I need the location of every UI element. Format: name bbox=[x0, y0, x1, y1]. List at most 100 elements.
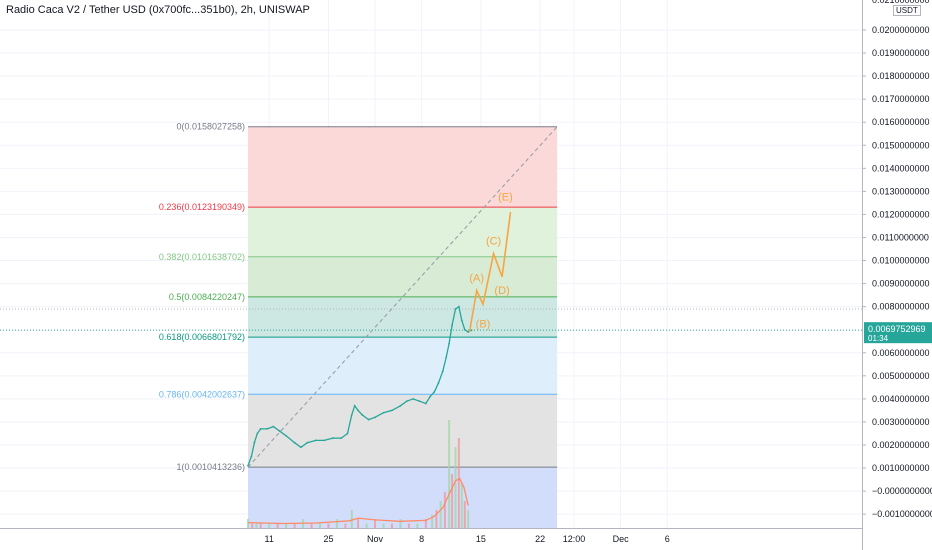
volume-bar-27 bbox=[443, 492, 446, 528]
fib-band-0.618 bbox=[248, 296, 558, 338]
elliott-wave: (A) (B) (C) (D) (E) bbox=[468, 192, 513, 333]
volume-histogram bbox=[247, 420, 470, 528]
price-tick-label-14: 0.0050000000 bbox=[872, 371, 930, 381]
price-tick-label-16: 0.0030000000 bbox=[872, 417, 930, 427]
volume-bar-21 bbox=[407, 523, 410, 528]
volume-bar-24 bbox=[431, 514, 434, 528]
fib-band-0.786 bbox=[248, 337, 558, 395]
time-axis-bg bbox=[0, 528, 862, 550]
price-point-28 bbox=[418, 400, 421, 403]
price-point-22 bbox=[374, 416, 376, 419]
volume-bar-10 bbox=[318, 523, 321, 528]
price-point-10 bbox=[300, 446, 302, 449]
price-point-13 bbox=[323, 439, 326, 442]
volume-bar-26 bbox=[439, 501, 442, 528]
price-tick-label-7: 0.0130000000 bbox=[872, 186, 930, 196]
price-point-6 bbox=[272, 425, 275, 428]
volume-bar-23 bbox=[424, 519, 427, 528]
volume-bar-9 bbox=[310, 523, 313, 528]
volume-bar-30 bbox=[454, 447, 457, 528]
volume-bar-29 bbox=[451, 474, 454, 528]
price-point-34 bbox=[445, 356, 448, 359]
volume-bar-4 bbox=[268, 523, 271, 528]
price-axis: 0.0200000000 0.0190000000 0.0180000000 0.01… bbox=[862, 0, 932, 550]
volume-bar-32 bbox=[460, 483, 463, 528]
price-tick-label-20: −0.0010000000 bbox=[872, 509, 932, 519]
time-tick-label-0: 11 bbox=[265, 534, 274, 544]
volume-bar-0 bbox=[247, 519, 249, 528]
price-point-7 bbox=[278, 430, 281, 433]
price-point-30 bbox=[429, 395, 431, 398]
wave-path bbox=[468, 211, 512, 333]
price-tick-label-0: 0.0200000000 bbox=[872, 25, 930, 35]
time-tick-label-4: 15 bbox=[476, 534, 486, 544]
price-tick-label-17: 0.0020000000 bbox=[872, 440, 930, 450]
price-tick-label-11: 0.0090000000 bbox=[872, 279, 930, 289]
price-tick-label-3: 0.0170000000 bbox=[872, 94, 930, 104]
volume-bar-33 bbox=[463, 501, 466, 528]
price-tick-label-13: 0.0060000000 bbox=[872, 348, 930, 358]
fib-label-0.618: 0.618(0.0066801792) bbox=[159, 332, 245, 342]
price-point-18 bbox=[353, 404, 356, 407]
volume-bar-15 bbox=[357, 519, 360, 528]
volume-bar-19 bbox=[390, 523, 393, 528]
price-point-5 bbox=[266, 427, 268, 430]
time-tick-label-8: 6 bbox=[665, 534, 670, 544]
fib-label-1: 1(0.0010413236) bbox=[176, 462, 245, 472]
price-point-24 bbox=[391, 409, 393, 412]
last-price-tag bbox=[864, 322, 932, 344]
price-series bbox=[247, 305, 473, 467]
price-point-21 bbox=[367, 418, 370, 421]
price-point-37 bbox=[454, 308, 457, 310]
price-tick-label-top: 0.0210000000 bbox=[872, 0, 930, 5]
price-point-9 bbox=[293, 441, 296, 444]
price-point-4 bbox=[259, 427, 262, 430]
fib-label-0.382: 0.382(0.0101638702) bbox=[159, 252, 245, 262]
volume-bar-13 bbox=[344, 523, 347, 528]
price-point-20 bbox=[361, 414, 364, 416]
wave-label-2: (C) bbox=[486, 235, 501, 247]
wave-label-1: (B) bbox=[476, 318, 491, 330]
price-tick-label-6: 0.0140000000 bbox=[872, 163, 930, 173]
price-point-16 bbox=[346, 432, 349, 435]
time-axis: 11 25 Nov 8 15 22 12:00 Dec 6 bbox=[0, 528, 862, 550]
volume-bar-2 bbox=[255, 523, 258, 528]
fibonacci-retracement: 0(0.0158027258) 0.236(0.0123190349) 0.382(… bbox=[0, 122, 862, 528]
time-tick-label-1: 25 bbox=[323, 534, 333, 544]
volume-bar-12 bbox=[335, 519, 338, 528]
volume-bar-17 bbox=[374, 519, 377, 528]
volume-bar-16 bbox=[365, 523, 368, 528]
last-price-countdown: 01:34 bbox=[868, 334, 889, 343]
volume-ma-line bbox=[247, 477, 469, 525]
volume-bar-5 bbox=[276, 523, 279, 528]
fib-band-0.5 bbox=[248, 256, 558, 297]
time-tick-label-5: 22 bbox=[535, 534, 545, 544]
price-point-11 bbox=[306, 441, 309, 444]
volume-bar-20 bbox=[399, 519, 402, 528]
price-point-38 bbox=[457, 305, 460, 308]
volume-bar-25 bbox=[435, 510, 438, 528]
price-point-35 bbox=[448, 342, 451, 345]
price-point-36 bbox=[451, 324, 454, 327]
time-tick-label-2: Nov bbox=[367, 534, 384, 544]
time-tick-label-6: 12:00 bbox=[563, 534, 586, 544]
fib-band-1 bbox=[248, 394, 558, 468]
price-point-26 bbox=[405, 400, 408, 403]
price-point-0 bbox=[247, 464, 249, 467]
price-point-23 bbox=[382, 411, 385, 414]
volume-bar-1 bbox=[251, 523, 254, 528]
fib-band-below-1 bbox=[248, 467, 558, 528]
price-tick-label-8: 0.0120000000 bbox=[872, 209, 930, 219]
price-axis-bg bbox=[862, 0, 932, 550]
price-tick-label-10: 0.0100000000 bbox=[872, 256, 930, 266]
currency-unit[interactable]: USDT bbox=[893, 5, 921, 16]
price-point-1 bbox=[250, 455, 253, 458]
price-point-17 bbox=[350, 414, 353, 416]
volume-bar-14 bbox=[350, 510, 353, 528]
price-tick-label-4: 0.0160000000 bbox=[872, 117, 930, 127]
price-tick-label-5: 0.0150000000 bbox=[872, 140, 930, 150]
wave-label-0: (A) bbox=[469, 272, 484, 284]
price-tick-label-1: 0.0190000000 bbox=[872, 48, 930, 58]
volume-bar-28 bbox=[448, 420, 451, 528]
